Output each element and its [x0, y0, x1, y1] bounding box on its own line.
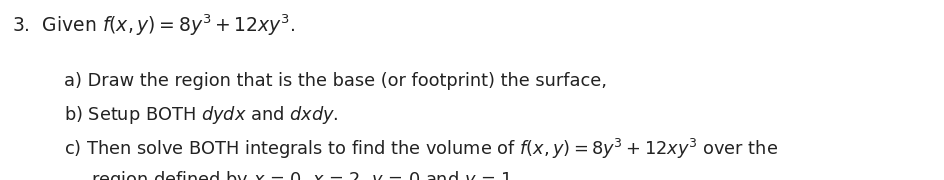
Text: a) Draw the region that is the base (or footprint) the surface,: a) Draw the region that is the base (or … [64, 72, 607, 90]
Text: 3.  Given $f(x, y) = 8y^3 + 12xy^3$.: 3. Given $f(x, y) = 8y^3 + 12xy^3$. [12, 13, 295, 38]
Text: b) Setup BOTH $\mathit{dydx}$ and $\mathit{dxdy}$.: b) Setup BOTH $\mathit{dydx}$ and $\math… [64, 104, 339, 126]
Text: c) Then solve BOTH integrals to find the volume of $f(x, y) = 8y^3 + 12xy^3$ ove: c) Then solve BOTH integrals to find the… [64, 137, 778, 161]
Text: region defined by $x$ = 0, $x$ = 2, $y$ = 0 and $y$ = 1.: region defined by $x$ = 0, $x$ = 2, $y$ … [91, 169, 517, 180]
